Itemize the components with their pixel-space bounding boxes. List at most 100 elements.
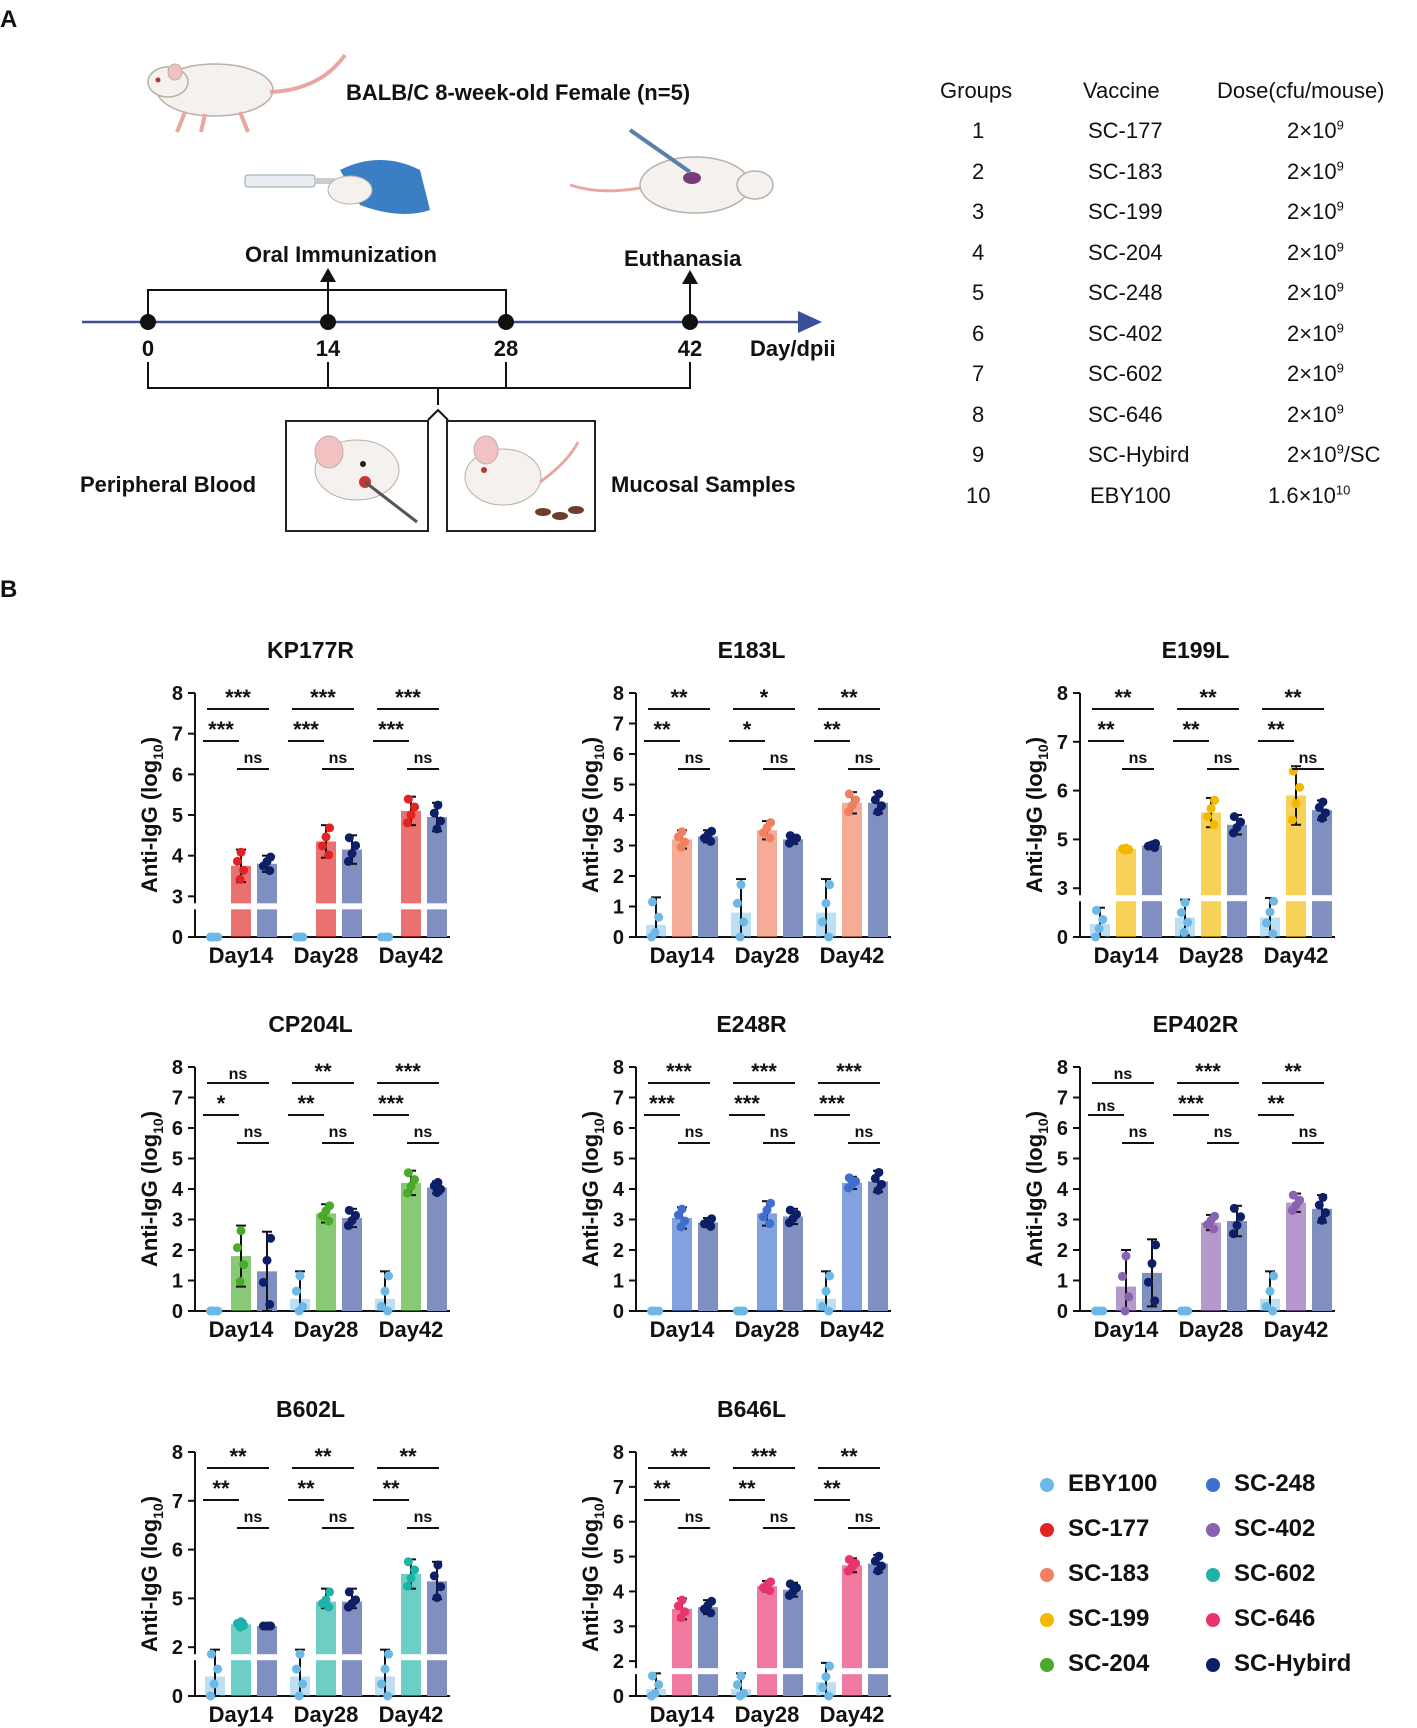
y-tick-label: 7 xyxy=(613,1088,624,1110)
bar-break-stripe xyxy=(425,903,449,910)
y-axis-label: Anti-IgG (log10) xyxy=(578,737,607,893)
data-point xyxy=(1098,914,1108,924)
bar-break-stripe xyxy=(399,1654,423,1661)
bar-sc-204-day28 xyxy=(316,1213,336,1311)
data-point xyxy=(851,795,861,805)
bar-sc-199-day14 xyxy=(1116,849,1136,937)
chart-title: KP177R xyxy=(267,637,354,663)
data-point xyxy=(1295,782,1305,792)
data-point xyxy=(736,1306,746,1316)
data-point xyxy=(1151,838,1161,848)
y-tick-label: 4 xyxy=(613,805,625,827)
sig-label-left: ** xyxy=(1182,717,1200,742)
y-tick-label: 0 xyxy=(172,1301,183,1323)
data-point xyxy=(351,1595,361,1605)
y-tick-label: 8 xyxy=(613,1442,624,1464)
sig-label-left: ** xyxy=(212,1476,230,1501)
data-point xyxy=(785,1205,795,1215)
data-point xyxy=(266,1233,276,1243)
day-tick-42: 42 xyxy=(677,336,703,361)
bar-break-stripe xyxy=(866,1668,890,1675)
y-tick-label: 7 xyxy=(172,1491,183,1513)
sig-label-wide: *** xyxy=(395,685,421,710)
chart-title: CP204L xyxy=(268,1011,352,1037)
data-point xyxy=(821,1286,831,1296)
x-tick-label: Day42 xyxy=(379,1702,444,1727)
data-point xyxy=(239,1260,249,1270)
mucosal-samples-label: Mucosal Samples xyxy=(611,472,796,497)
data-point xyxy=(677,1595,687,1605)
data-point xyxy=(877,1561,887,1571)
legend-dot-icon xyxy=(1206,1567,1220,1582)
x-tick-label: Day28 xyxy=(294,943,359,968)
legend-dot-icon xyxy=(1206,1612,1220,1627)
sig-label-wide: *** xyxy=(310,685,336,710)
data-point xyxy=(325,1587,335,1597)
sig-label-right: ns xyxy=(770,1124,789,1141)
sig-label-left: ** xyxy=(297,1476,315,1501)
sig-label-right: ns xyxy=(244,1124,263,1141)
data-point xyxy=(654,912,664,922)
data-point xyxy=(347,849,357,859)
bar-break-stripe xyxy=(840,1668,864,1675)
data-point xyxy=(321,1595,331,1605)
data-point xyxy=(403,794,413,804)
bar-sc-646-day42 xyxy=(842,1565,862,1696)
data-point xyxy=(647,1671,657,1681)
sig-label-left: *** xyxy=(649,1091,675,1116)
sig-label-left: ** xyxy=(382,1476,400,1501)
bar-break-stripe xyxy=(425,1654,449,1661)
sig-label-right: ns xyxy=(244,1509,263,1526)
sig-label-left: *** xyxy=(293,717,319,742)
data-point xyxy=(432,1593,442,1603)
data-point xyxy=(825,1271,835,1281)
bar-sc-602-day28 xyxy=(316,1601,336,1696)
groups-table-row: 4 SC-204 2×109 xyxy=(930,240,1417,270)
data-point xyxy=(680,1607,690,1617)
bar-break-stripe xyxy=(399,903,423,910)
bar-sc-177-day28 xyxy=(316,841,336,937)
data-point xyxy=(1147,1259,1157,1269)
data-point xyxy=(1098,1306,1108,1316)
data-point xyxy=(1209,1224,1219,1234)
data-point xyxy=(707,826,717,836)
bar-sc-hybird-day28 xyxy=(342,849,362,937)
y-tick-label: 7 xyxy=(613,714,624,736)
data-point xyxy=(1180,1306,1190,1316)
bar-sc-199-day28 xyxy=(1201,812,1221,937)
data-point xyxy=(650,1688,660,1698)
sig-label-left: *** xyxy=(208,717,234,742)
y-tick-label: 6 xyxy=(172,1540,183,1562)
data-point xyxy=(1318,1192,1328,1202)
oral-syringe-icon xyxy=(244,160,430,214)
chart-e248r: E248R Anti-IgG (log10) 0 1 2 3 4 5 6 7 8 Day14 *** **… xyxy=(578,1011,891,1342)
data-point xyxy=(1269,896,1279,906)
sig-label-wide: ** xyxy=(1284,1059,1302,1084)
oral-immunization-label: Oral Immunization xyxy=(245,242,437,267)
data-point xyxy=(1179,927,1189,937)
sig-label-wide: *** xyxy=(666,1059,692,1084)
data-point xyxy=(403,1557,413,1567)
legend-dot-icon xyxy=(1040,1612,1054,1627)
data-point xyxy=(380,1664,390,1674)
bar-sc-646-day28 xyxy=(757,1586,777,1696)
groups-table-row: 2 SC-183 2×109 xyxy=(930,159,1417,189)
groups-table-row: 10 EBY100 1.6×1010 xyxy=(930,483,1417,513)
data-point xyxy=(239,865,249,875)
y-tick-label: 0 xyxy=(613,1301,624,1323)
data-point xyxy=(351,1210,361,1220)
data-point xyxy=(206,1649,216,1659)
legend-dot-icon xyxy=(1206,1522,1220,1537)
chart-e199l: E199L Anti-IgG (log10) 0 3 5 6 7 8 Day14 ** ** ns Da… xyxy=(1022,637,1335,968)
data-point xyxy=(654,1306,664,1316)
y-tick-label: 4 xyxy=(1057,1179,1069,1201)
data-point xyxy=(707,1596,717,1606)
sig-label-left: * xyxy=(217,1091,226,1116)
data-point xyxy=(844,1173,854,1183)
groups-table-header: Groups Vaccine Dose(cfu/mouse) xyxy=(930,78,1417,108)
data-point xyxy=(735,932,745,942)
bar-sc-402-day42 xyxy=(1286,1202,1306,1311)
chart-kp177r: KP177R Anti-IgG (log10) 0 3 4 5 6 7 8 Day14 *** ***… xyxy=(137,637,450,968)
y-tick-label: 2 xyxy=(613,866,624,888)
